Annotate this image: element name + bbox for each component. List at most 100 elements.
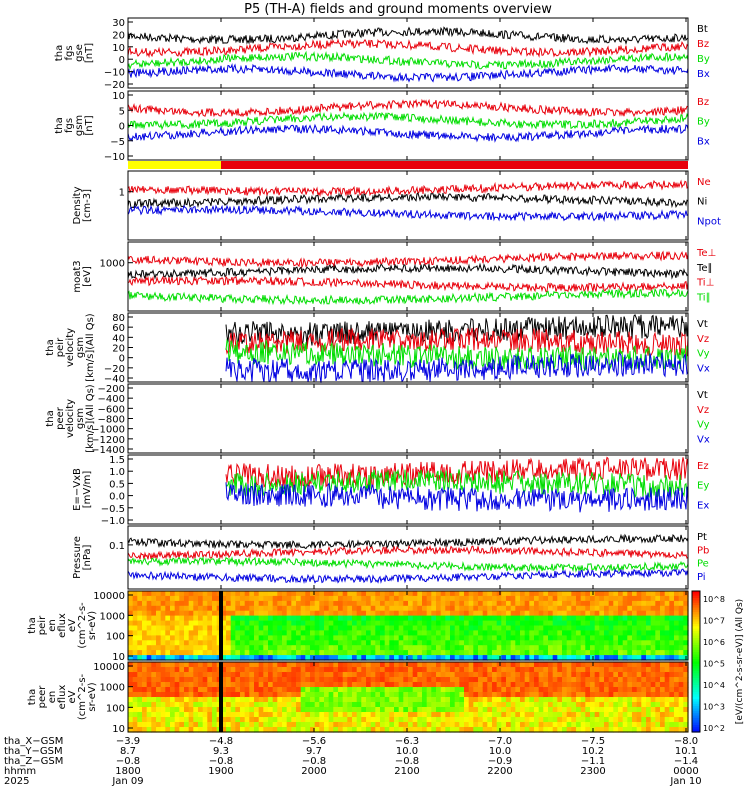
heatmap-cell — [314, 595, 320, 602]
heatmap-cell — [286, 610, 292, 617]
heatmap-cell — [604, 677, 610, 683]
heatmap-cell — [464, 672, 470, 678]
heatmap-cell — [375, 655, 381, 661]
ylabel-line: tha — [54, 45, 65, 61]
heatmap-cell — [361, 600, 367, 607]
heatmap-cell — [422, 630, 428, 636]
series-Pe-line — [127, 555, 689, 573]
heatmap-cell — [319, 645, 325, 651]
heatmap-cell — [636, 605, 642, 612]
heatmap-cell — [319, 615, 325, 622]
heatmap-cell — [160, 717, 166, 723]
heatmap-cell — [193, 620, 199, 627]
heatmap-cell — [375, 717, 381, 723]
heatmap-cell — [282, 707, 288, 713]
heatmap-cell — [240, 727, 246, 733]
time-tick-value: 0000 — [673, 766, 698, 777]
heatmap-cell — [557, 605, 563, 612]
heatmap-cell — [534, 640, 540, 646]
time-tick-value: −7.0 — [488, 736, 512, 747]
heatmap-cell — [305, 620, 311, 627]
heatmap-cell — [268, 600, 274, 607]
heatmap-cell — [417, 595, 423, 602]
heatmap-cell — [375, 722, 381, 728]
heatmap-cell — [296, 640, 302, 646]
heatmap-cell — [417, 687, 423, 693]
heatmap-cell — [543, 717, 549, 723]
heatmap-cell — [254, 717, 260, 723]
heatmap-cell — [464, 635, 470, 641]
heatmap-cell — [398, 655, 404, 661]
heatmap-cell — [230, 677, 236, 683]
heatmap-cell — [417, 677, 423, 683]
heatmap-cell — [305, 630, 311, 636]
heatmap-cell — [436, 727, 442, 733]
heatmap-cell — [207, 662, 213, 668]
heatmap-cell — [291, 615, 297, 622]
heatmap-cell — [543, 595, 549, 602]
ylabel: Density [cm-3] — [72, 186, 93, 224]
heatmap-cell — [585, 727, 591, 733]
heatmap-cell — [426, 717, 432, 723]
heatmap-cell — [263, 667, 269, 673]
heatmap-cell — [142, 645, 148, 651]
heatmap-cell — [142, 625, 148, 631]
heatmap-cell — [487, 600, 493, 607]
heatmap-cell — [594, 591, 600, 597]
heatmap-cell — [562, 591, 568, 597]
ytick-label: 80 — [112, 313, 125, 324]
heatmap-cell — [417, 667, 423, 673]
heatmap-cell — [310, 620, 316, 627]
heatmap-cell — [314, 727, 320, 733]
heatmap-cell — [188, 692, 194, 698]
heatmap-cell — [571, 591, 577, 597]
heatmap-cell — [254, 625, 260, 631]
heatmap-cell — [608, 620, 614, 627]
heatmap-cell — [296, 605, 302, 612]
heatmap-cell — [333, 722, 339, 728]
heatmap-cell — [380, 672, 386, 678]
heatmap-cell — [492, 677, 498, 683]
heatmap-cell — [501, 717, 507, 723]
ytick-label: −20 — [104, 364, 125, 375]
colorbar-cell — [692, 673, 700, 677]
heatmap-cell — [198, 650, 204, 656]
heatmap-cell — [352, 687, 358, 693]
heatmap-cell — [244, 655, 250, 661]
heatmap-cell — [328, 610, 334, 617]
heatmap-cell — [548, 702, 554, 708]
heatmap-cell — [459, 640, 465, 646]
heatmap-cell — [356, 677, 362, 683]
heatmap-cell — [193, 672, 199, 678]
heatmap-cell — [347, 620, 353, 627]
heatmap-cell — [370, 662, 376, 668]
heatmap-cell — [156, 615, 162, 622]
heatmap-cell — [571, 620, 577, 627]
heatmap-cell — [160, 600, 166, 607]
heatmap-cell — [552, 697, 558, 703]
heatmap-cell — [132, 692, 138, 698]
heatmap-cell — [352, 591, 358, 597]
time-tick-value: −4.8 — [209, 736, 233, 747]
heatmap-cell — [412, 727, 418, 733]
heatmap-cell — [356, 692, 362, 698]
heatmap-cell — [361, 591, 367, 597]
heatmap-cell — [552, 672, 558, 678]
heatmap-cell — [590, 722, 596, 728]
heatmap-cell — [548, 620, 554, 627]
ylabel-line: peer — [55, 406, 66, 430]
heatmap-cell — [277, 591, 283, 597]
heatmap-cell — [328, 650, 334, 656]
heatmap-cell — [212, 712, 218, 718]
heatmap-cell — [226, 600, 232, 607]
heatmap-cell — [604, 650, 610, 656]
heatmap-cell — [440, 727, 446, 733]
heatmap-cell — [431, 712, 437, 718]
heatmap-cell — [221, 672, 227, 678]
heatmap-cell — [170, 605, 176, 612]
heatmap-cell — [235, 697, 241, 703]
heatmap-cell — [226, 677, 232, 683]
heatmap-cell — [678, 640, 684, 646]
heatmap-cell — [571, 677, 577, 683]
